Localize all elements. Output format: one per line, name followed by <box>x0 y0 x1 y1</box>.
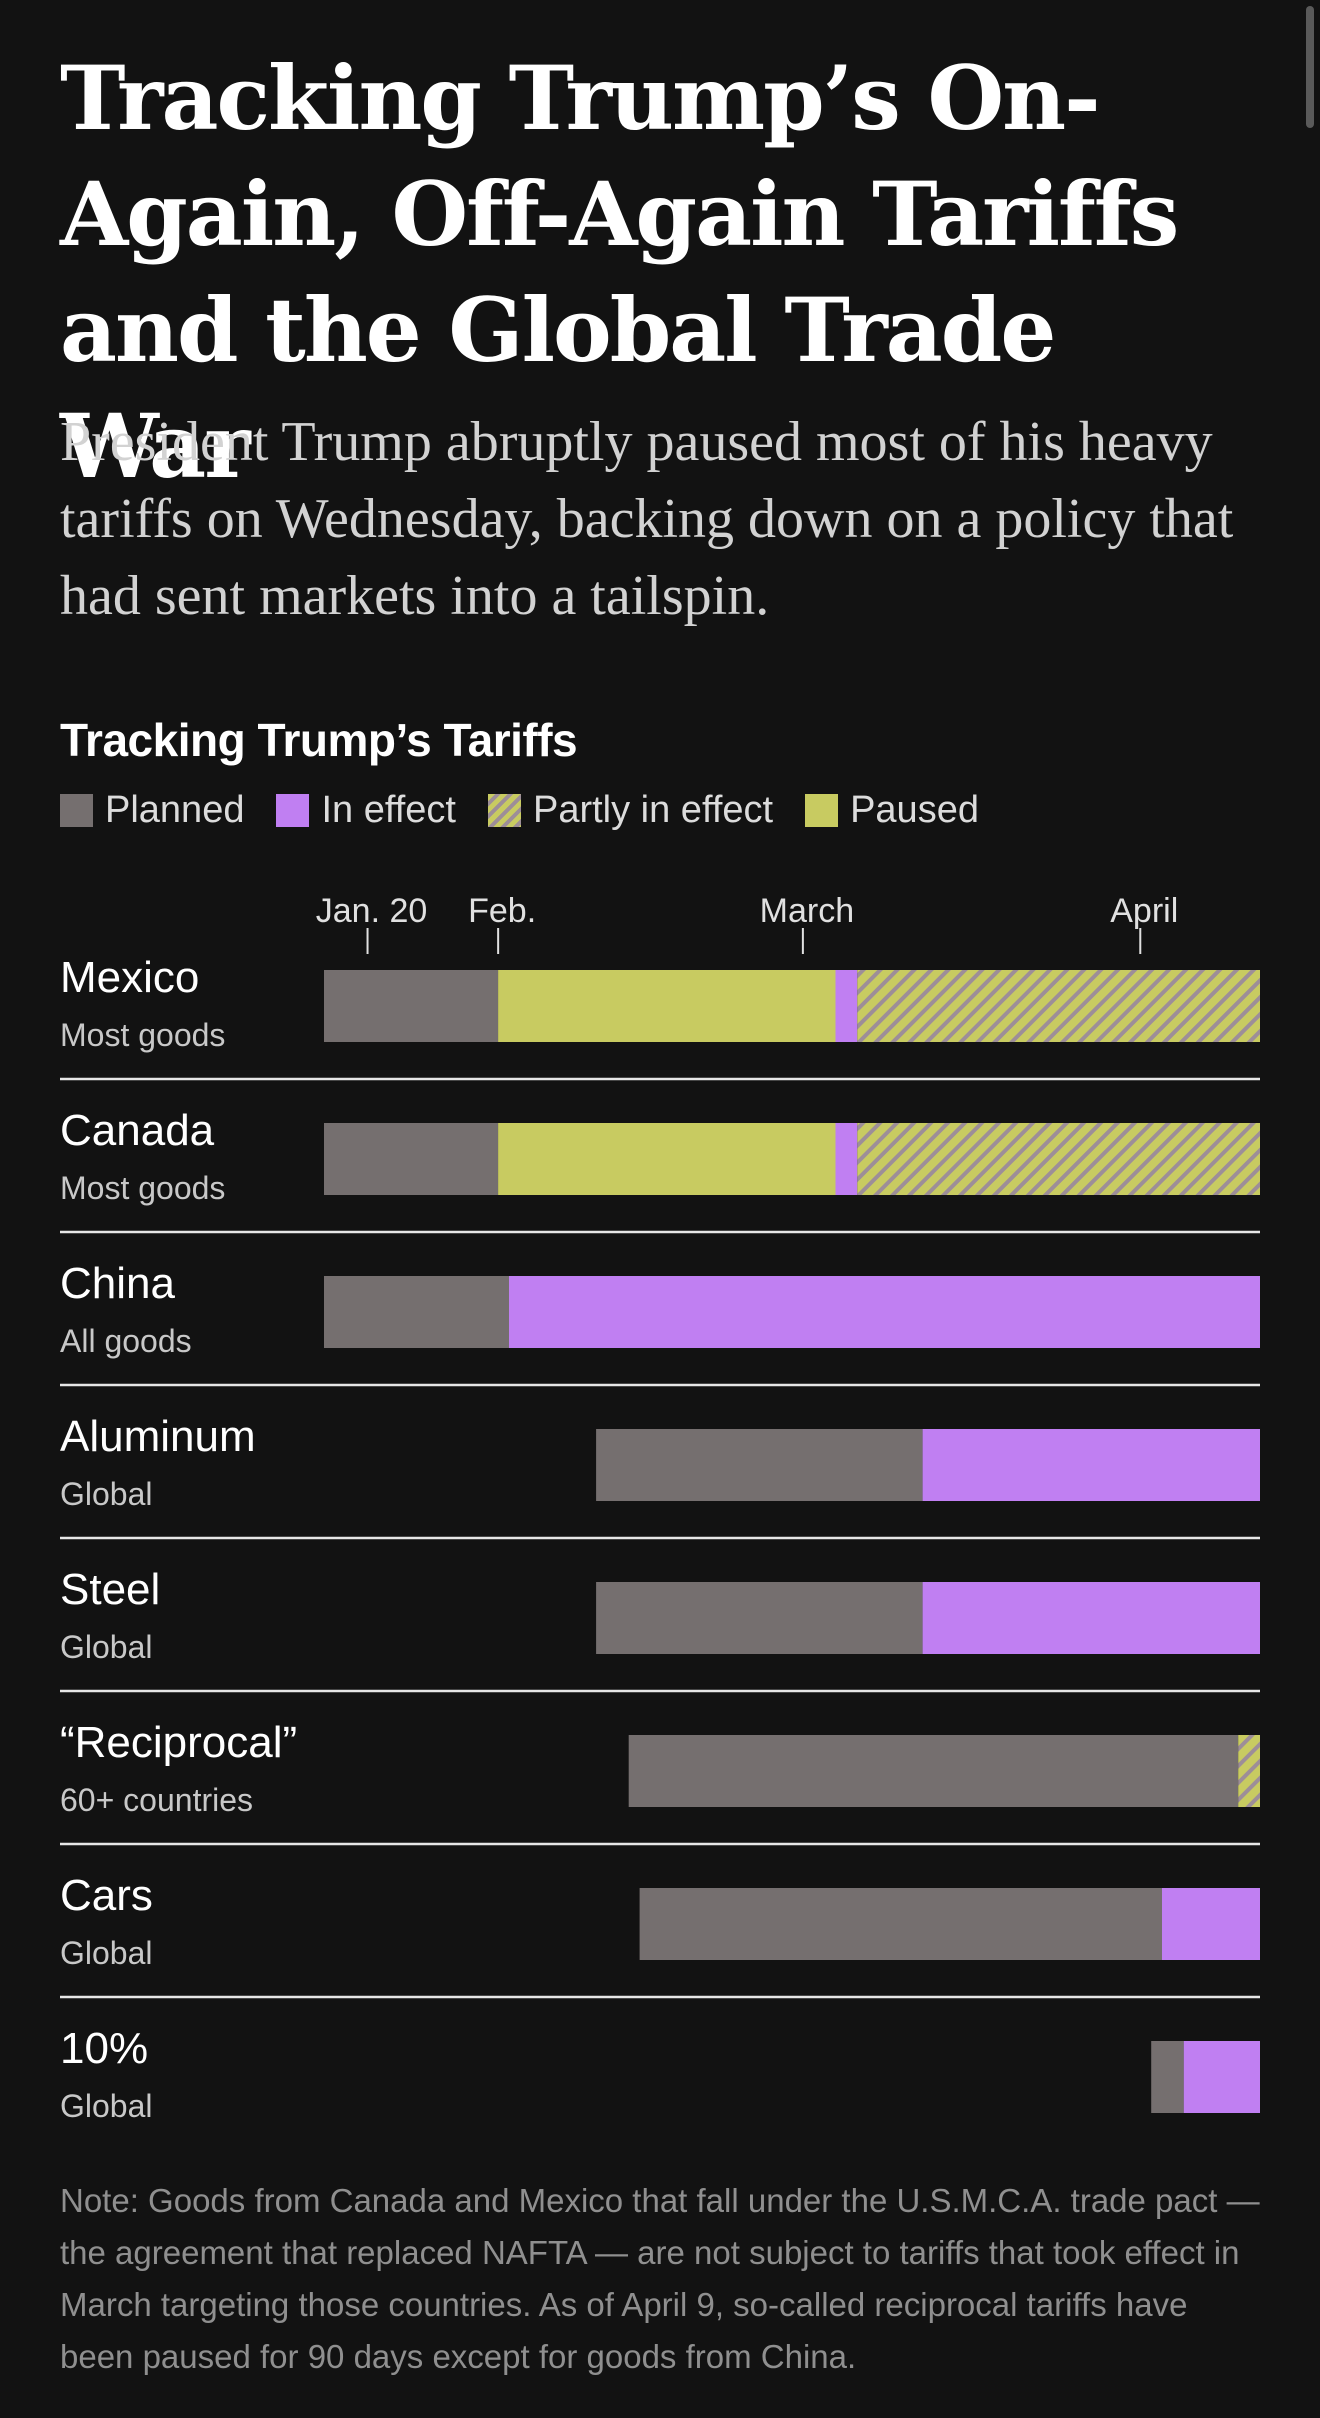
legend-label-partly: Partly in effect <box>532 788 774 831</box>
legend-swatch-in-effect <box>276 793 310 827</box>
scrollbar[interactable] <box>1306 6 1314 128</box>
bar-cars-planned-1 <box>639 1888 1162 1960</box>
bar-canada-paused-2 <box>498 1123 836 1195</box>
bar-mexico-planned-1 <box>324 970 499 1042</box>
x-tick-label-feb: Feb. <box>468 892 536 930</box>
row-label-cars: Cars <box>60 1871 153 1920</box>
legend-item-paused: Paused <box>805 789 979 832</box>
legend-item-planned: Planned <box>60 789 244 832</box>
row-sublabel-china: All goods <box>60 1323 192 1359</box>
bar-10-planned-1 <box>1151 2041 1184 2113</box>
bar-canada-planned-1 <box>324 1123 499 1195</box>
row-sublabel-mexico: Most goods <box>60 1017 225 1053</box>
row-sublabel-10: Global <box>60 2088 153 2124</box>
row-sublabel-aluminum: Global <box>60 1476 153 1512</box>
bar-10-in-effect-2 <box>1183 2041 1260 2113</box>
x-tick-label-jan-20: Jan. 20 <box>316 892 428 930</box>
chart-note: Note: Goods from Canada and Mexico that … <box>60 2182 1260 2375</box>
headline: Tracking Trump’s On-Again, Off-Again Tar… <box>60 46 1179 498</box>
legend-item-partly: Partly in effect <box>487 788 774 832</box>
legend-swatch-planned <box>60 793 93 827</box>
x-tick-label-april: April <box>1110 892 1178 930</box>
dek: President Trump abruptly paused most of … <box>60 411 1234 627</box>
bar-reciprocal-planned-1 <box>628 1735 1239 1807</box>
bar-cars-in-effect-2 <box>1162 1888 1260 1960</box>
row-label-aluminum: Aluminum <box>60 1412 256 1461</box>
legend-swatch-partly <box>487 793 521 827</box>
row-label-steel: Steel <box>60 1565 160 1614</box>
bar-china-planned-1 <box>324 1276 509 1348</box>
row-sublabel-reciprocal: 60+ countries <box>60 1782 253 1818</box>
row-label-reciprocal: “Reciprocal” <box>60 1718 297 1767</box>
bar-reciprocal-partly-2 <box>1238 1735 1260 1807</box>
row-label-canada: Canada <box>60 1106 215 1155</box>
row-sublabel-steel: Global <box>60 1629 153 1665</box>
row-sublabel-cars: Global <box>60 1935 153 1971</box>
chart-legend: Planned In effect Partly in effect Pause… <box>60 785 1011 835</box>
bar-mexico-in-effect-3 <box>835 970 858 1042</box>
tariff-timeline-chart: Jan. 20 Feb. March April Mexico Most goods Can… <box>60 892 1260 2124</box>
bar-steel-in-effect-2 <box>922 1582 1260 1654</box>
bar-aluminum-in-effect-2 <box>922 1429 1260 1501</box>
bar-mexico-paused-2 <box>498 970 836 1042</box>
row-label-china: China <box>60 1259 175 1308</box>
legend-swatch-paused <box>805 793 839 827</box>
row-label-mexico: Mexico <box>60 953 199 1002</box>
x-tick-label-march: March <box>760 892 854 930</box>
bar-mexico-partly-4 <box>857 970 1260 1042</box>
bar-canada-in-effect-3 <box>835 1123 858 1195</box>
bar-china-in-effect-2 <box>509 1276 1260 1348</box>
legend-label-in-effect: In effect <box>321 788 456 831</box>
legend-item-in-effect: In effect <box>276 789 456 832</box>
legend-label-planned: Planned <box>105 788 245 831</box>
chart-title: Tracking Trump’s Tariffs <box>60 714 578 766</box>
row-sublabel-canada: Most goods <box>60 1170 225 1206</box>
bar-aluminum-planned-1 <box>596 1429 923 1501</box>
bar-canada-partly-4 <box>857 1123 1260 1195</box>
bar-steel-planned-1 <box>596 1582 923 1654</box>
legend-label-paused: Paused <box>850 788 979 831</box>
row-label-10: 10% <box>60 2024 148 2073</box>
